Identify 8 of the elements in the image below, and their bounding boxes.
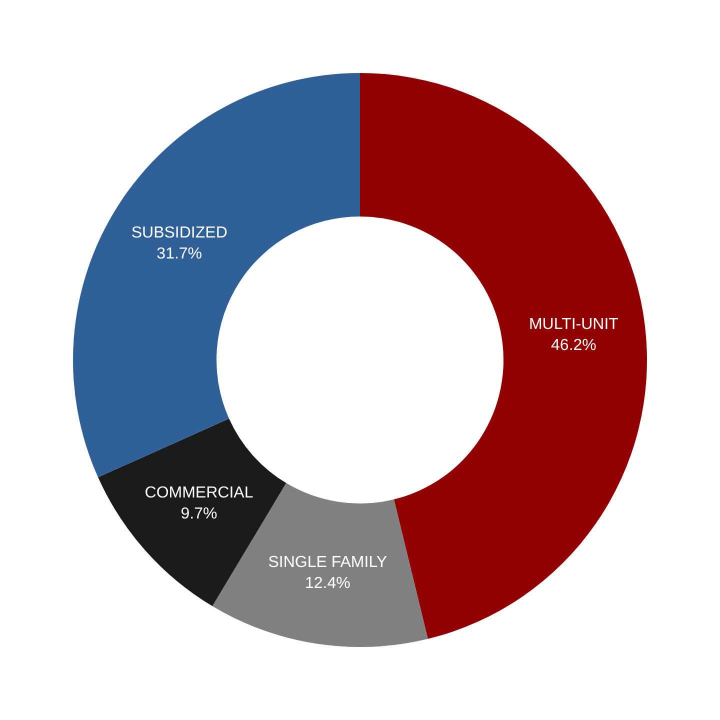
- data-label: 12.4%: [304, 575, 350, 592]
- data-label: 9.7%: [180, 505, 218, 522]
- slice-label: MULTI-UNIT: [528, 316, 619, 333]
- slice-label: COMMERCIAL: [144, 484, 254, 502]
- data-label: 31.7%: [156, 245, 202, 262]
- slice-label: SUBSIDIZED: [131, 224, 228, 242]
- data-label: 46.2%: [551, 336, 596, 354]
- slice-label: SINGLE FAMILY: [268, 554, 388, 572]
